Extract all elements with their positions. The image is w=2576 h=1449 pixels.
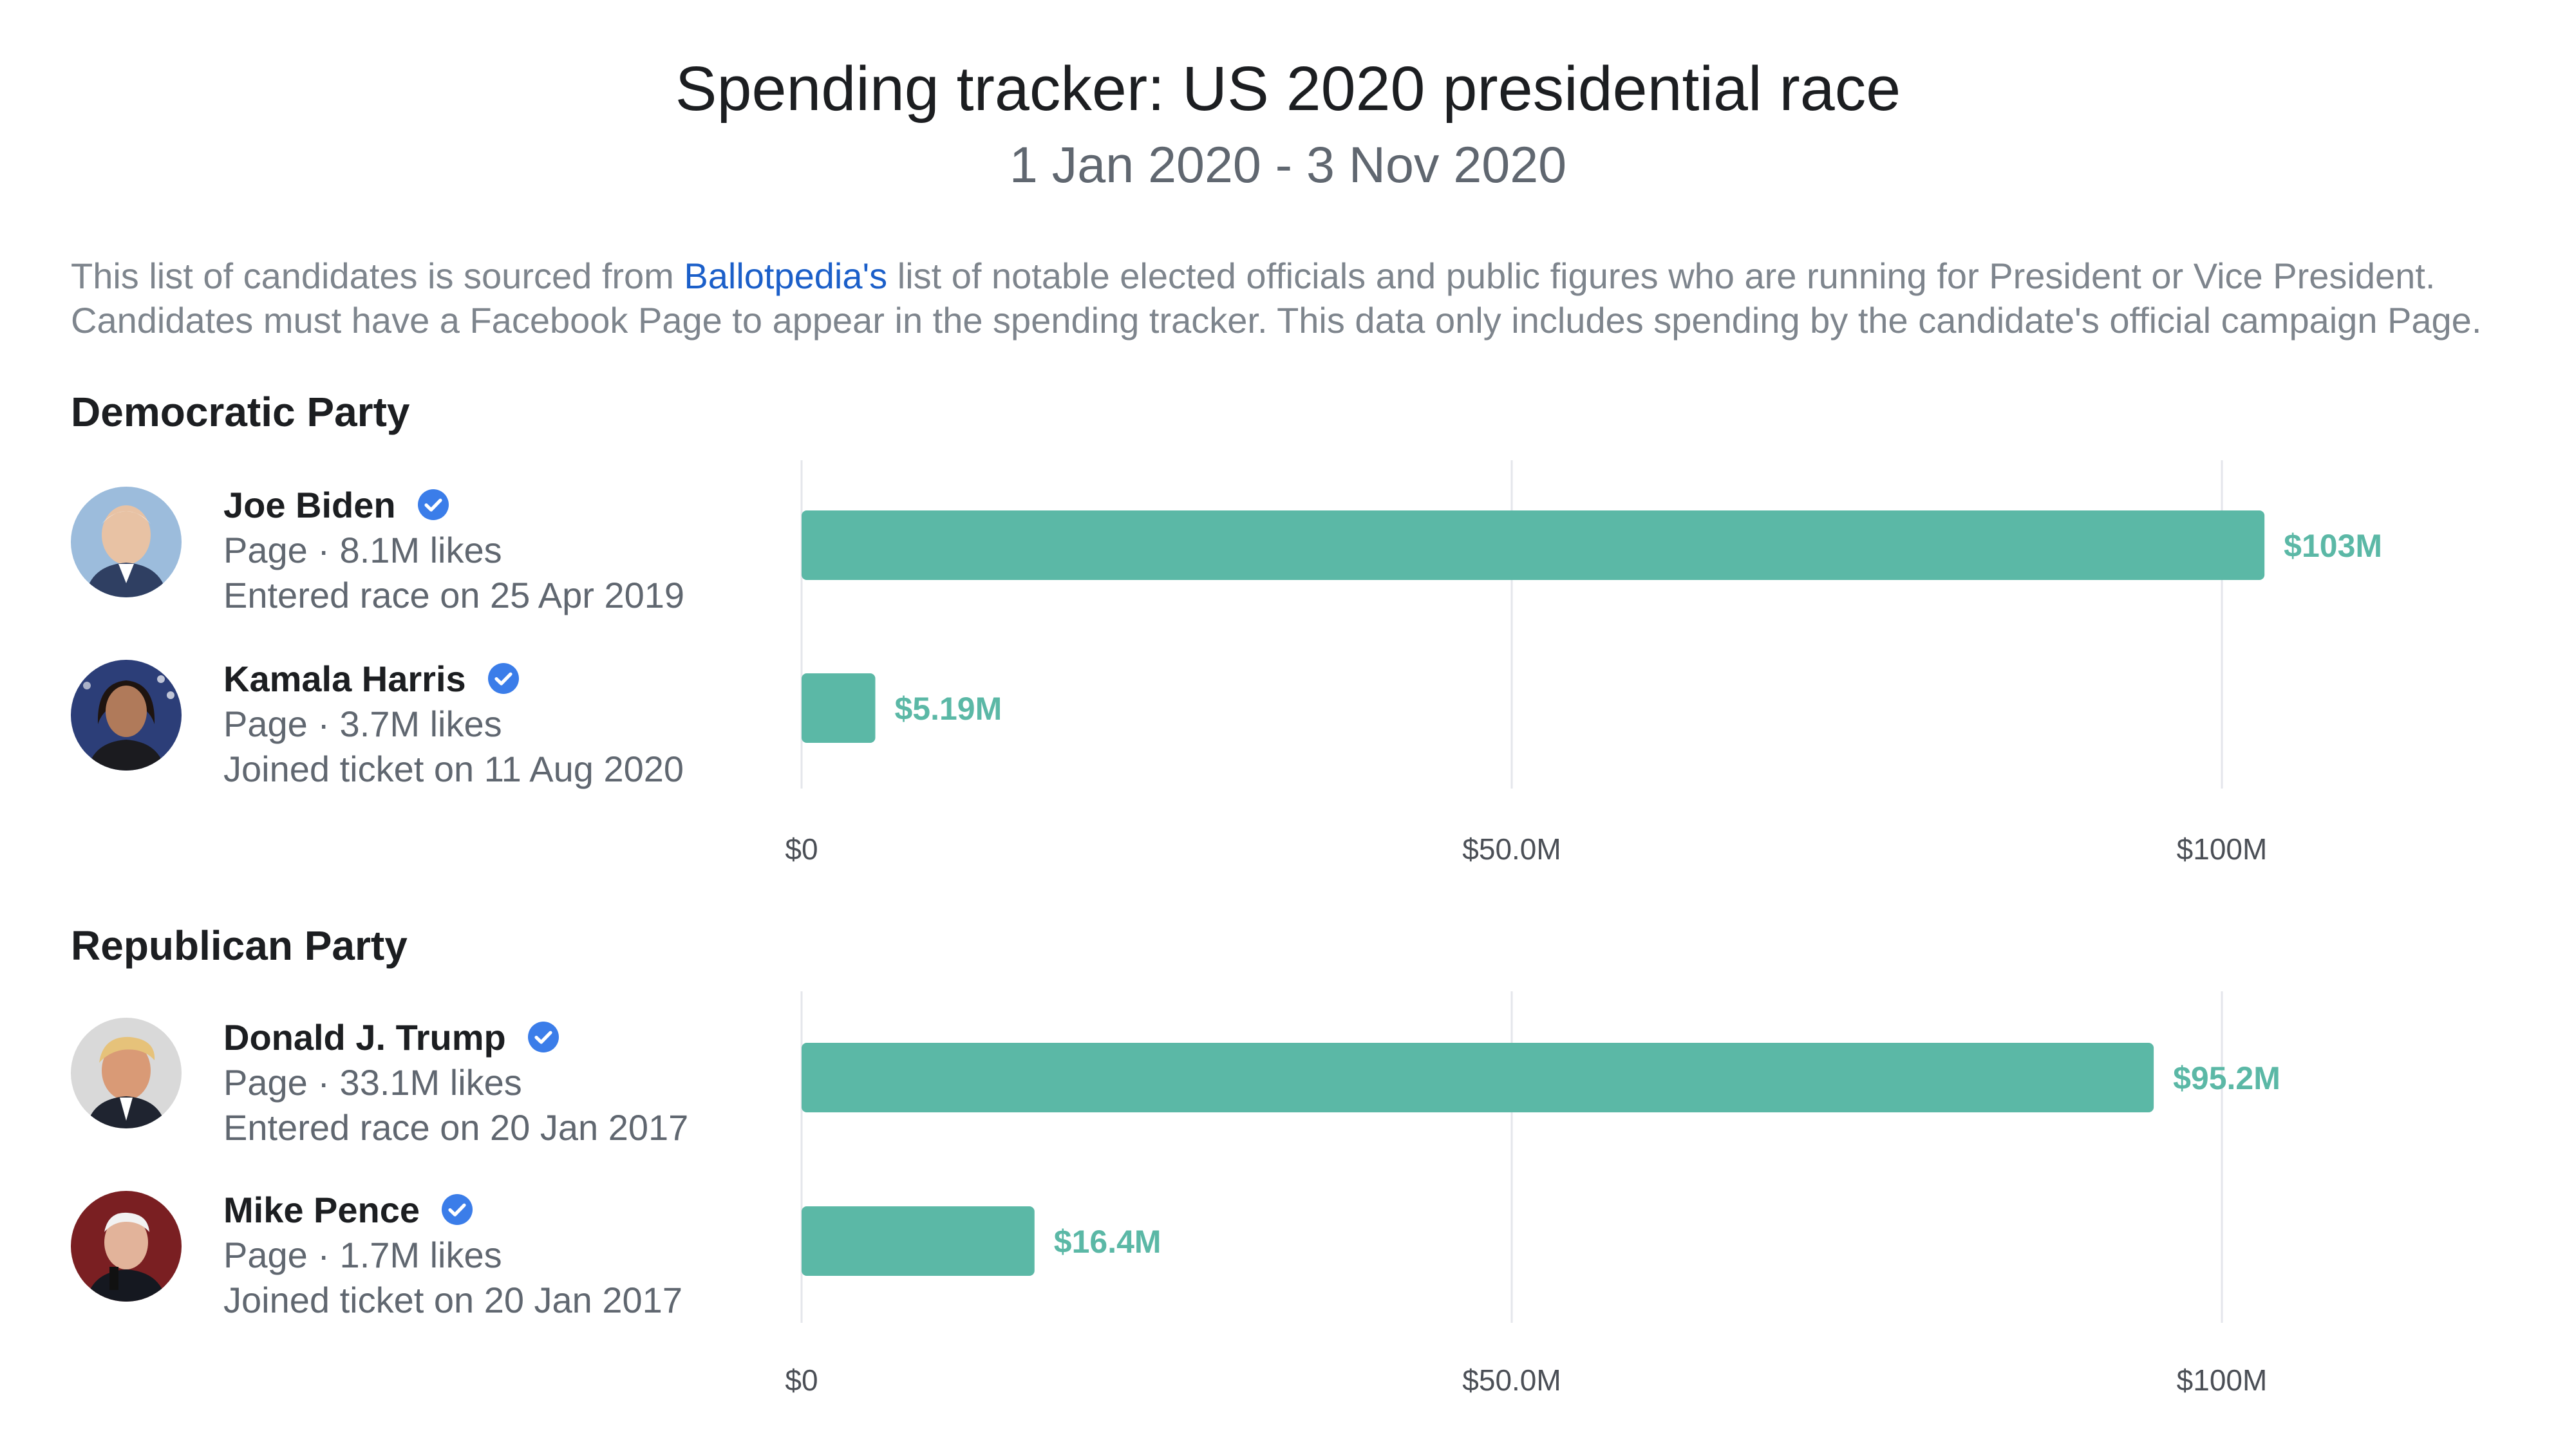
candidate-status: Entered race on 25 Apr 2019	[223, 575, 685, 615]
page-title: Spending tracker: US 2020 presidential r…	[675, 53, 1901, 124]
candidate-avatar[interactable]	[71, 1018, 182, 1128]
x-tick-label: $50.0M	[1462, 832, 1561, 866]
spend-bar-dem-0[interactable]	[802, 510, 2265, 580]
description-line-1: This list of candidates is sourced from …	[71, 255, 2569, 297]
description-text: This list of candidates is sourced from	[71, 256, 684, 296]
party-heading-republican: Republican Party	[71, 922, 408, 969]
candidate-status: Joined ticket on 11 Aug 2020	[223, 749, 684, 789]
candidate-photo-icon	[71, 660, 182, 771]
verified-badge-icon	[417, 489, 449, 520]
candidate-status: Joined ticket on 20 Jan 2017	[223, 1280, 682, 1320]
candidate-photo-icon	[71, 1018, 182, 1128]
candidate-name[interactable]: Mike Pence	[223, 1189, 473, 1231]
spend-value-label: $95.2M	[2173, 1060, 2280, 1096]
x-tick-label: $0	[785, 832, 818, 866]
x-tick-label: $50.0M	[1462, 1363, 1561, 1397]
spend-value-label: $5.19M	[894, 691, 1002, 727]
candidate-avatar[interactable]	[71, 1191, 182, 1302]
spend-value-label: $103M	[2284, 528, 2382, 564]
verified-badge-icon	[527, 1022, 559, 1052]
democratic-spending-chart: $0 $50.0M $100M $103M $5.19M	[785, 460, 2382, 866]
date-range: 1 Jan 2020 - 3 Nov 2020	[1009, 136, 1567, 193]
x-tick-label: $100M	[2177, 832, 2268, 866]
x-tick-label: $100M	[2177, 1363, 2268, 1397]
candidate-page-likes: Page · 3.7M likes	[223, 704, 502, 744]
party-heading-democratic: Democratic Party	[71, 389, 410, 435]
spend-bar-rep-0[interactable]	[802, 1043, 2154, 1112]
candidate-name[interactable]: Joe Biden	[223, 484, 449, 526]
candidate-page-likes: Page · 33.1M likes	[223, 1062, 522, 1103]
verified-badge-icon	[442, 1194, 473, 1225]
candidate-avatar[interactable]	[71, 660, 182, 771]
candidate-photo-icon	[71, 487, 182, 597]
verified-badge-icon	[487, 663, 519, 694]
candidate-avatar[interactable]	[71, 487, 182, 597]
candidate-photo-icon	[71, 1191, 182, 1302]
candidate-page-likes: Page · 1.7M likes	[223, 1235, 502, 1275]
candidate-page-likes: Page · 8.1M likes	[223, 530, 502, 570]
candidate-name[interactable]: Donald J. Trump	[223, 1016, 559, 1058]
description-line-2: Candidates must have a Facebook Page to …	[71, 300, 2482, 341]
spend-bar-dem-1[interactable]	[802, 673, 876, 743]
description-text: list of notable elected officials and pu…	[887, 256, 2436, 296]
ballotpedia-link[interactable]: Ballotpedia's	[684, 256, 888, 296]
candidate-status: Entered race on 20 Jan 2017	[223, 1107, 689, 1148]
spend-bar-rep-1[interactable]	[802, 1206, 1035, 1276]
x-tick-label: $0	[785, 1363, 818, 1397]
candidate-name[interactable]: Kamala Harris	[223, 658, 519, 700]
spend-value-label: $16.4M	[1054, 1224, 1161, 1260]
